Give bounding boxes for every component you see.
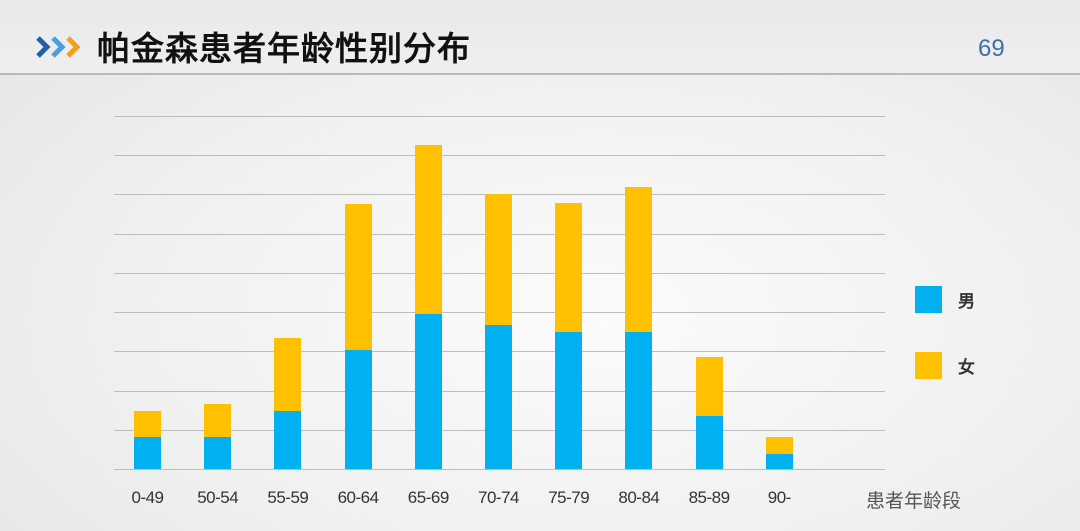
page-title: 帕金森患者年龄性别分布 <box>97 29 471 68</box>
bar-60-64 <box>344 203 372 469</box>
bar-segment-female-90- <box>765 436 793 455</box>
bar-segment-male-75-79 <box>555 332 583 469</box>
legend-item-female: 女 <box>915 352 975 379</box>
bar-segment-female-75-79 <box>555 202 583 333</box>
bar-50-54 <box>204 403 232 469</box>
bar-segment-male-0-49 <box>134 436 161 469</box>
bar-segment-male-65-69 <box>414 314 442 469</box>
bar-85-89 <box>695 356 723 469</box>
bar-55-59 <box>274 338 302 469</box>
bar-segment-female-0-49 <box>134 410 161 437</box>
bar-80-84 <box>625 187 653 469</box>
stacked-bar-chart <box>114 116 885 470</box>
legend-label-male: 男 <box>958 292 975 312</box>
bar-segment-male-50-54 <box>204 436 232 469</box>
bar-75-79 <box>555 202 583 469</box>
bar-70-74 <box>485 193 512 469</box>
x-axis-title: 患者年龄段 <box>866 490 962 512</box>
bar-segment-female-55-59 <box>274 338 302 411</box>
legend-swatch-female <box>915 352 942 379</box>
bar-segment-female-70-74 <box>485 193 512 326</box>
x-tick-label: 80-84 <box>618 488 660 507</box>
bar-segment-male-70-74 <box>485 325 512 469</box>
legend-swatch-male <box>915 286 942 313</box>
x-tick-label: 70-74 <box>478 488 519 507</box>
x-tick-label: 50-54 <box>197 488 239 507</box>
x-tick-label: 65-69 <box>407 488 449 507</box>
x-tick-label: 75-79 <box>548 488 590 507</box>
x-tick-label: 0-49 <box>131 488 164 507</box>
bar-0-49 <box>134 410 161 469</box>
bar-segment-female-80-84 <box>625 187 653 333</box>
header-divider <box>0 73 1080 75</box>
gridline <box>114 116 885 117</box>
legend-item-male: 男 <box>915 286 975 313</box>
bar-segment-female-50-54 <box>204 403 232 437</box>
bar-segment-male-60-64 <box>344 349 372 469</box>
x-tick-label: 60-64 <box>337 488 379 507</box>
page-number: 69 <box>978 35 1005 62</box>
legend-label-female: 女 <box>958 358 975 378</box>
bar-segment-female-85-89 <box>695 356 723 417</box>
x-tick-label: 55-59 <box>267 488 309 507</box>
bar-segment-male-90- <box>765 454 793 469</box>
x-tick-label: 85-89 <box>688 488 730 507</box>
bar-segment-female-65-69 <box>414 144 442 315</box>
gridline <box>114 155 885 156</box>
bar-segment-male-55-59 <box>274 410 302 469</box>
gridline <box>114 469 885 470</box>
bar-90- <box>765 436 793 469</box>
bar-segment-male-85-89 <box>695 416 723 469</box>
bar-segment-female-60-64 <box>344 203 372 350</box>
chevron-arrows-icon <box>36 36 81 58</box>
x-tick-label: 90- <box>767 488 792 507</box>
bar-65-69 <box>414 144 442 469</box>
bar-segment-male-80-84 <box>625 332 653 469</box>
slide-header <box>0 0 1080 74</box>
